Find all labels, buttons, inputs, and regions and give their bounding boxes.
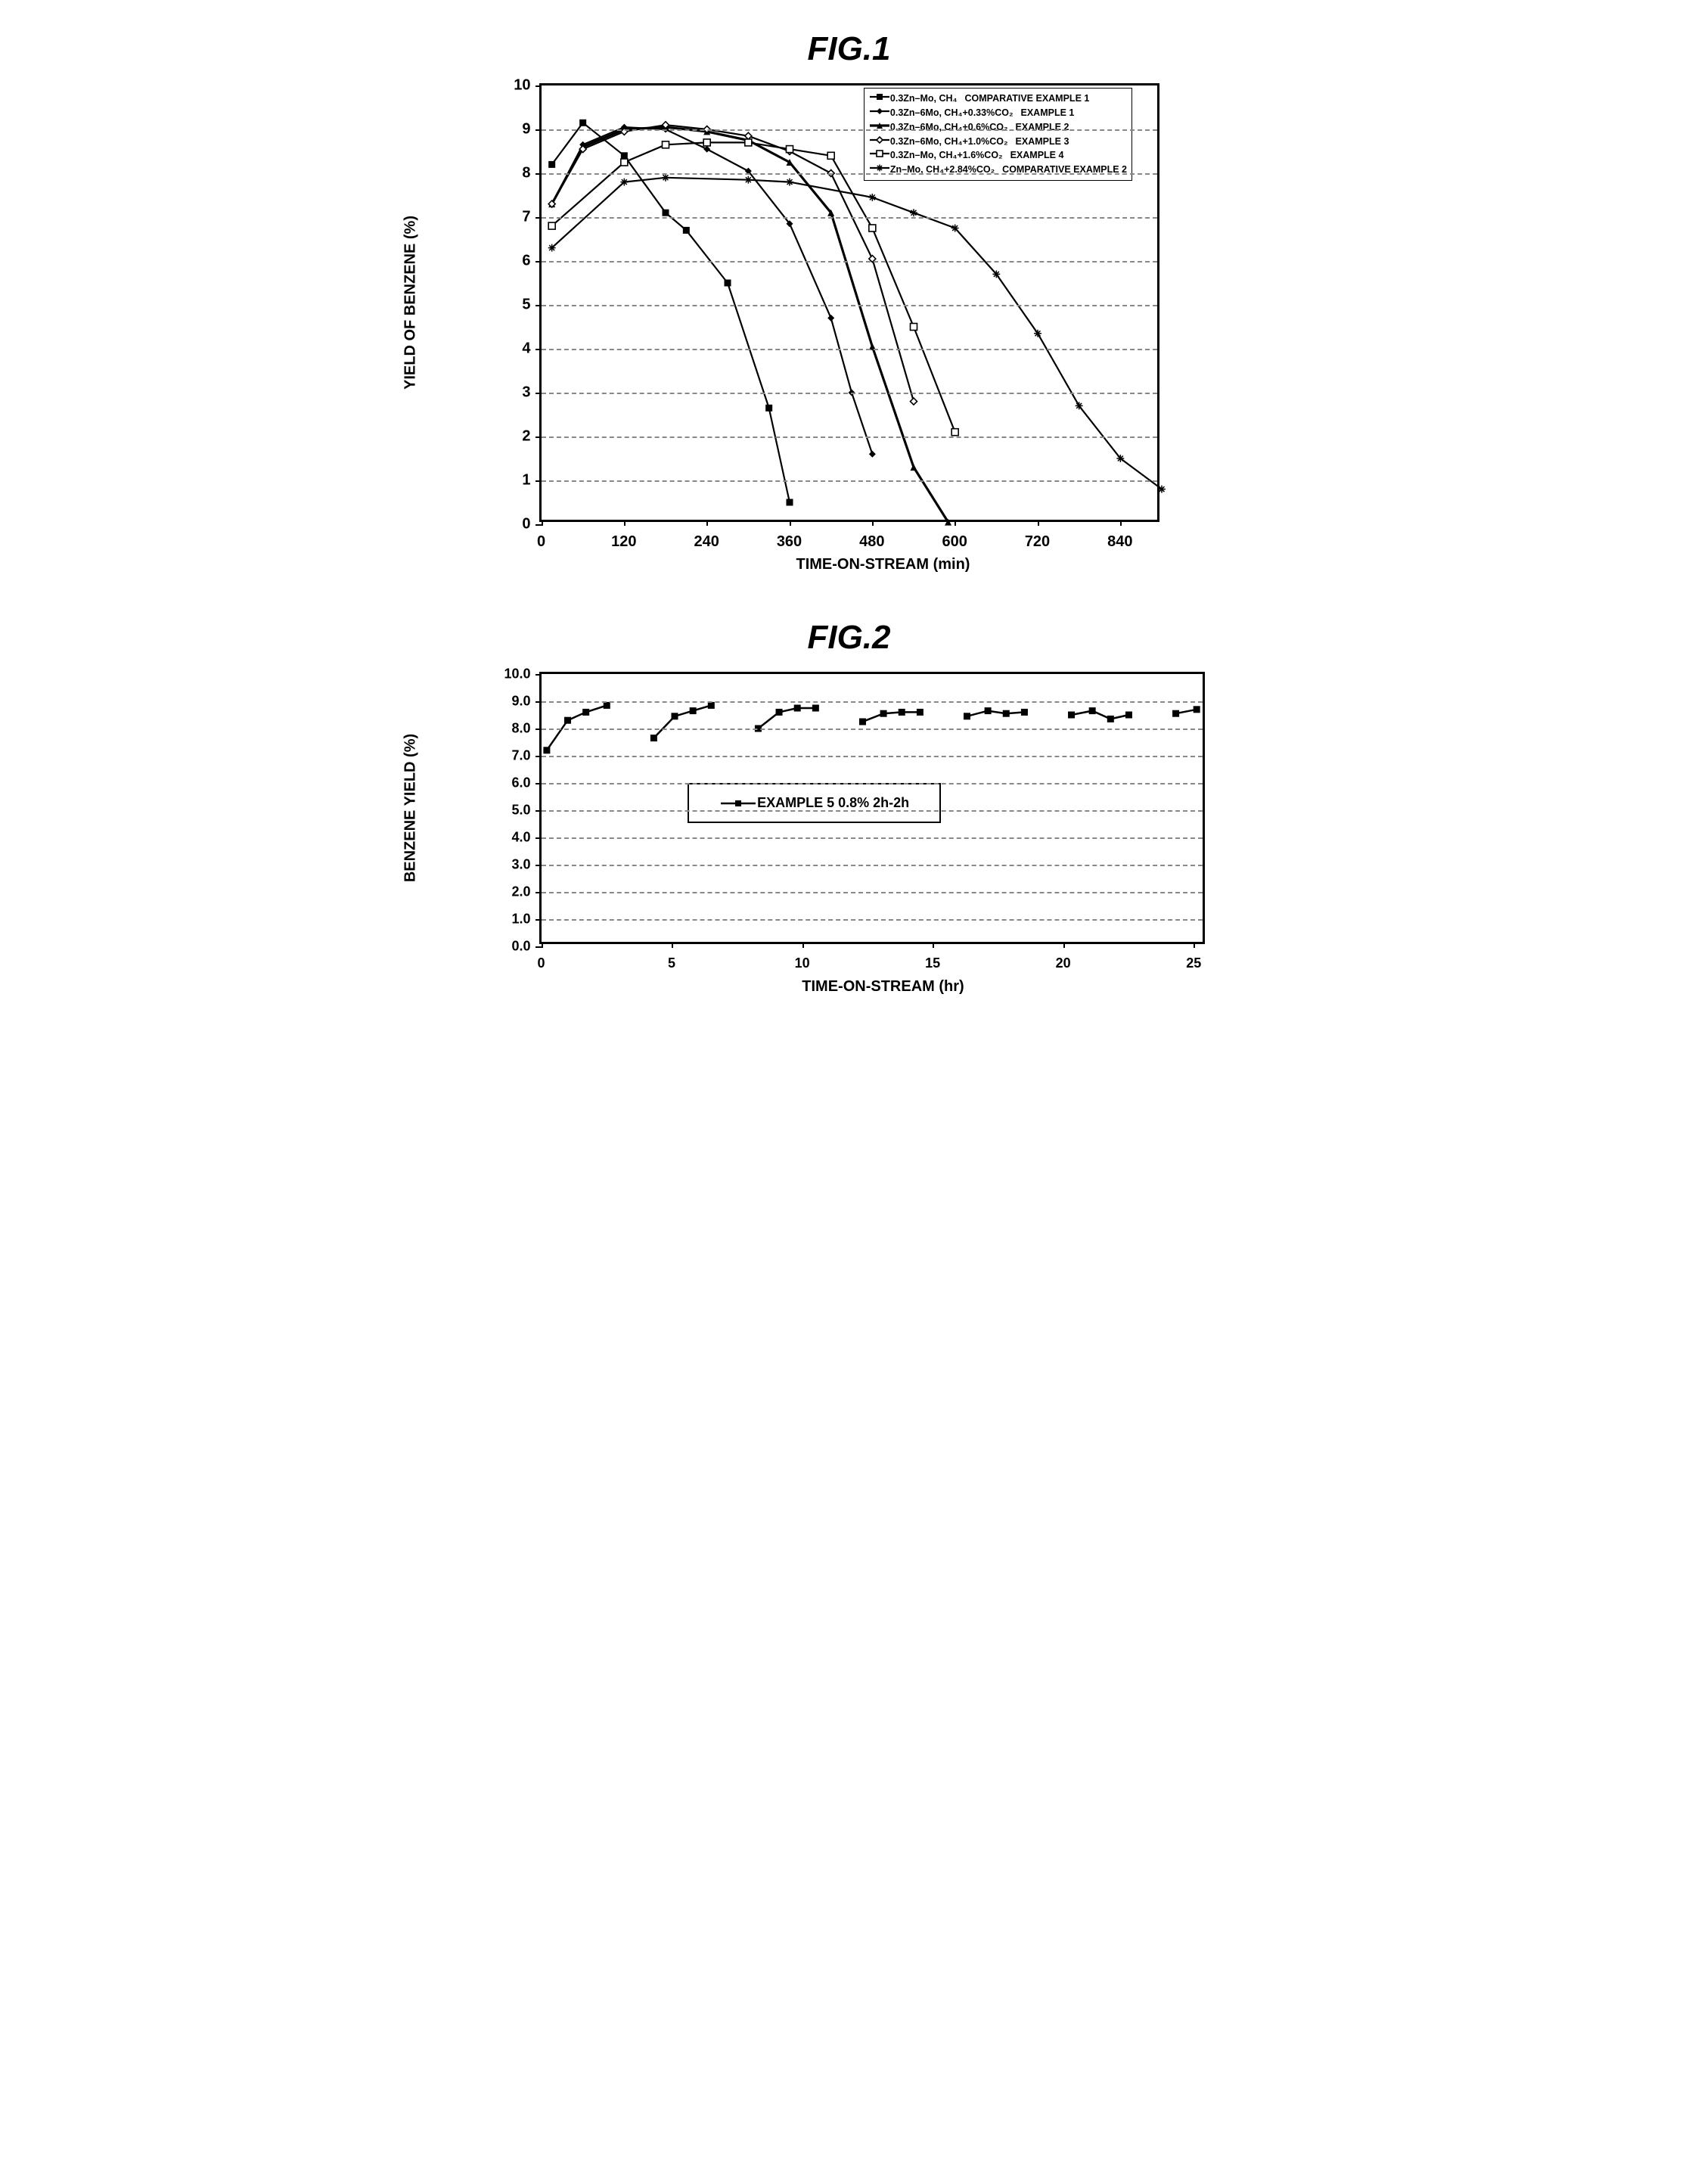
legend-row-example-1: 0.3Zn–6Mo, CH₄+0.33%CO₂ EXAMPLE 1 bbox=[869, 106, 1127, 120]
ytick-label: 2.0 bbox=[511, 884, 530, 900]
ytick-label: 8.0 bbox=[511, 721, 530, 737]
ytick-label: 10 bbox=[514, 77, 530, 95]
legend-label-b: EXAMPLE 1 bbox=[1021, 107, 1075, 120]
legend-label-b: EXAMPLE 2 bbox=[1016, 121, 1069, 134]
xtick-label: 20 bbox=[1056, 955, 1071, 971]
fig2-legend: EXAMPLE 5 0.8% 2h-2h bbox=[688, 783, 941, 823]
xtick-label: 240 bbox=[694, 533, 719, 551]
xtick-label: 480 bbox=[859, 533, 884, 551]
xtick-label: 15 bbox=[925, 955, 940, 971]
ytick-label: 1 bbox=[522, 472, 530, 489]
xtick-label: 25 bbox=[1186, 955, 1201, 971]
xtick-label: 5 bbox=[668, 955, 675, 971]
fig2-xlabel: TIME-ON-STREAM (hr) bbox=[539, 978, 1228, 996]
fig1-title: FIG.1 bbox=[471, 30, 1228, 68]
figure-2: FIG.2 EXAMPLE 5 0.8% 2h-2h 0.01.02.03.04… bbox=[471, 619, 1228, 996]
legend-row-example-4: 0.3Zn–Mo, CH₄+1.6%CO₂ EXAMPLE 4 bbox=[869, 148, 1127, 163]
ytick-label: 0 bbox=[522, 516, 530, 533]
ytick-label: 4.0 bbox=[511, 830, 530, 846]
legend-label-b: COMPARATIVE EXAMPLE 1 bbox=[965, 92, 1090, 105]
xtick-label: 360 bbox=[777, 533, 802, 551]
legend-row-comp-example-1: 0.3Zn–Mo, CH₄ COMPARATIVE EXAMPLE 1 bbox=[869, 92, 1127, 106]
ytick-label: 6.0 bbox=[511, 775, 530, 791]
xtick-label: 840 bbox=[1107, 533, 1132, 551]
legend-label-a: 0.3Zn–6Mo, CH₄+0.33%CO₂ bbox=[890, 107, 1014, 120]
ytick-label: 4 bbox=[522, 340, 530, 358]
legend-label-a: 0.3Zn–Mo, CH₄+1.6%CO₂ bbox=[890, 149, 1003, 162]
ytick-label: 5 bbox=[522, 297, 530, 314]
legend-label-a: 0.3Zn–6Mo, CH₄+0.6%CO₂ bbox=[890, 121, 1008, 134]
fig1-xlabel: TIME-ON-STREAM (min) bbox=[539, 556, 1228, 573]
legend-label-a: 0.3Zn–Mo, CH₄ bbox=[890, 92, 958, 105]
ytick-label: 3 bbox=[522, 384, 530, 402]
ytick-label: 6 bbox=[522, 253, 530, 270]
legend-label-a: 0.3Zn–6Mo, CH₄+1.0%CO₂ bbox=[890, 135, 1008, 148]
ytick-label: 7.0 bbox=[511, 748, 530, 764]
fig1-plot-area: 0.3Zn–Mo, CH₄COMPARATIVE EXAMPLE 10.3Zn–… bbox=[539, 83, 1159, 522]
fig2-ylabel: BENZENE YIELD (%) bbox=[402, 734, 419, 882]
ytick-label: 10.0 bbox=[504, 666, 530, 682]
legend-row-example-2: 0.3Zn–6Mo, CH₄+0.6%CO₂ EXAMPLE 2 bbox=[869, 120, 1127, 135]
ytick-label: 0.0 bbox=[511, 939, 530, 955]
xtick-label: 720 bbox=[1025, 533, 1050, 551]
fig1-legend: 0.3Zn–Mo, CH₄COMPARATIVE EXAMPLE 10.3Zn–… bbox=[864, 88, 1132, 181]
fig2-legend-swatch bbox=[719, 797, 757, 809]
ytick-label: 8 bbox=[522, 165, 530, 182]
ytick-label: 5.0 bbox=[511, 803, 530, 819]
legend-label-b: EXAMPLE 4 bbox=[1010, 149, 1064, 162]
ytick-label: 1.0 bbox=[511, 912, 530, 927]
fig1-ylabel: YIELD OF BENZENE (%) bbox=[402, 216, 419, 390]
ytick-label: 9.0 bbox=[511, 694, 530, 710]
xtick-label: 0 bbox=[537, 533, 545, 551]
legend-row-example-3: 0.3Zn–6Mo, CH₄+1.0%CO₂ EXAMPLE 3 bbox=[869, 135, 1127, 149]
ytick-label: 9 bbox=[522, 121, 530, 138]
legend-row-comp-example-2: Zn–Mo, CH₄+2.84%CO₂COMPARATIVE EXAMPLE 2 bbox=[869, 163, 1127, 177]
ytick-label: 3.0 bbox=[511, 857, 530, 873]
ytick-label: 2 bbox=[522, 428, 530, 446]
xtick-label: 600 bbox=[942, 533, 967, 551]
xtick-label: 120 bbox=[611, 533, 636, 551]
fig2-plot-area: EXAMPLE 5 0.8% 2h-2h 0.01.02.03.04.05.06… bbox=[539, 672, 1205, 944]
figure-1: FIG.1 0.3Zn–Mo, CH₄ COMPARATIVE EXAMPLE 1… bbox=[471, 30, 1228, 573]
xtick-label: 0 bbox=[537, 955, 545, 971]
fig2-title: FIG.2 bbox=[471, 619, 1228, 657]
fig2-legend-label: EXAMPLE 5 0.8% 2h-2h bbox=[757, 795, 909, 811]
xtick-label: 10 bbox=[795, 955, 810, 971]
ytick-label: 7 bbox=[522, 209, 530, 226]
legend-label-b: EXAMPLE 3 bbox=[1016, 135, 1069, 148]
